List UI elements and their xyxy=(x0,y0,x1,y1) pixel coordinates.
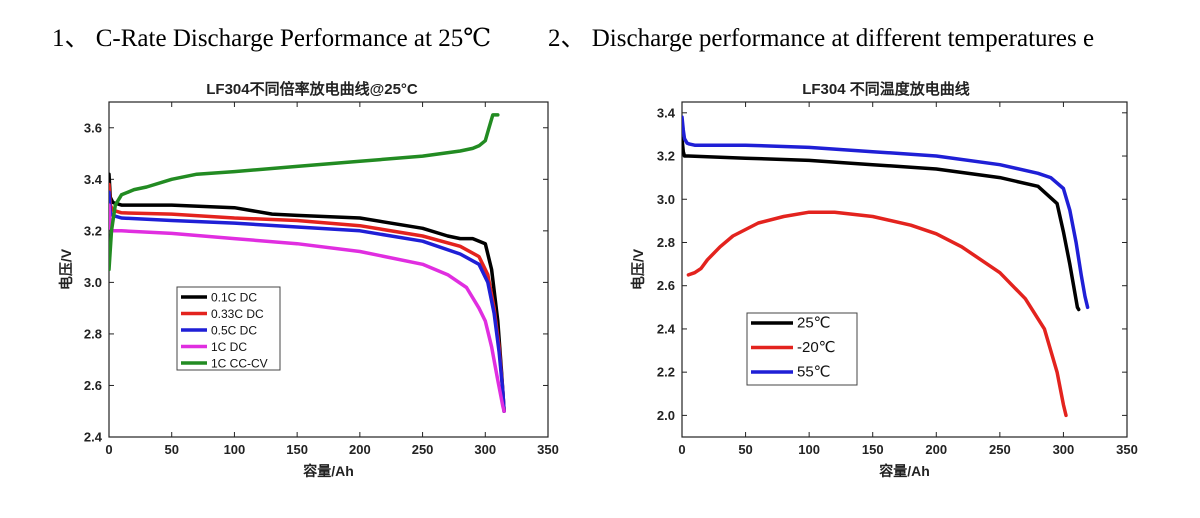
x-tick-label: 150 xyxy=(286,442,308,457)
x-tick-label: 100 xyxy=(224,442,246,457)
legend-label: 1C CC-CV xyxy=(211,357,268,371)
legend-label: -20℃ xyxy=(797,339,836,356)
x-tick-label: 200 xyxy=(349,442,371,457)
series-line xyxy=(109,203,506,413)
y-axis-label: 电压/V xyxy=(630,248,646,290)
y-tick-label: 2.8 xyxy=(657,235,675,250)
legend-label: 55℃ xyxy=(797,364,831,381)
x-tick-label: 150 xyxy=(862,442,884,457)
y-tick-label: 3.4 xyxy=(657,105,676,120)
y-axis-label: 电压/V xyxy=(58,248,74,290)
x-tick-label: 250 xyxy=(412,442,434,457)
y-tick-label: 2.2 xyxy=(657,365,675,380)
legend-label: 0.1C DC xyxy=(211,291,257,305)
y-tick-label: 3.0 xyxy=(84,275,102,290)
x-tick-label: 200 xyxy=(925,442,947,457)
x-tick-label: 300 xyxy=(1053,442,1075,457)
series-line xyxy=(109,190,506,413)
heading-left: 1、 C-Rate Discharge Performance at 25℃ xyxy=(52,25,492,52)
chart-title: LF304不同倍率放电曲线@25°C xyxy=(206,80,418,98)
y-tick-label: 2.4 xyxy=(657,321,676,336)
legend-label: 1C DC xyxy=(211,340,247,354)
y-tick-label: 2.4 xyxy=(84,430,103,445)
y-tick-label: 2.8 xyxy=(84,326,102,341)
legend-label: 0.5C DC xyxy=(211,324,257,338)
series-line xyxy=(682,136,1081,312)
y-tick-label: 3.4 xyxy=(84,172,103,187)
y-tick-label: 3.0 xyxy=(657,192,675,207)
series-line xyxy=(686,210,1068,418)
y-tick-label: 3.2 xyxy=(84,223,102,238)
y-tick-label: 2.6 xyxy=(84,378,102,393)
x-tick-label: 0 xyxy=(678,442,685,457)
chart-left: LF304不同倍率放电曲线@25°C 0 50 100 150 200 250 300 350 2… xyxy=(58,80,559,479)
chart-right: LF304 不同温度放电曲线 0 50 100 150 200 250 300 350 2.0 2.… xyxy=(630,80,1138,479)
x-tick-label: 300 xyxy=(474,442,496,457)
series-line xyxy=(682,115,1090,310)
heading-right: 2、 Discharge performance at different te… xyxy=(548,25,1095,52)
x-tick-label: 100 xyxy=(798,442,820,457)
y-tick-label: 3.2 xyxy=(657,149,675,164)
y-tick-label: 2.0 xyxy=(657,408,675,423)
plot-frame xyxy=(681,101,1128,438)
y-tick-label: 3.6 xyxy=(84,120,102,135)
headline: 1、 C-Rate Discharge Performance at 25℃ 2… xyxy=(0,18,1200,58)
x-tick-label: 0 xyxy=(105,442,112,457)
x-axis-label: 容量/Ah xyxy=(302,463,354,479)
series-line xyxy=(109,172,506,413)
x-tick-label: 50 xyxy=(164,442,178,457)
y-tick-label: 2.6 xyxy=(657,278,675,293)
x-tick-label: 350 xyxy=(537,442,559,457)
legend-label: 25℃ xyxy=(797,315,831,332)
legend-label: 0.33C DC xyxy=(211,307,264,321)
chart-title: LF304 不同温度放电曲线 xyxy=(802,80,970,98)
x-tick-label: 350 xyxy=(1116,442,1138,457)
x-tick-label: 50 xyxy=(738,442,752,457)
x-tick-label: 250 xyxy=(989,442,1011,457)
series-line xyxy=(109,182,506,413)
x-axis-label: 容量/Ah xyxy=(878,463,930,479)
series-line xyxy=(109,113,500,272)
